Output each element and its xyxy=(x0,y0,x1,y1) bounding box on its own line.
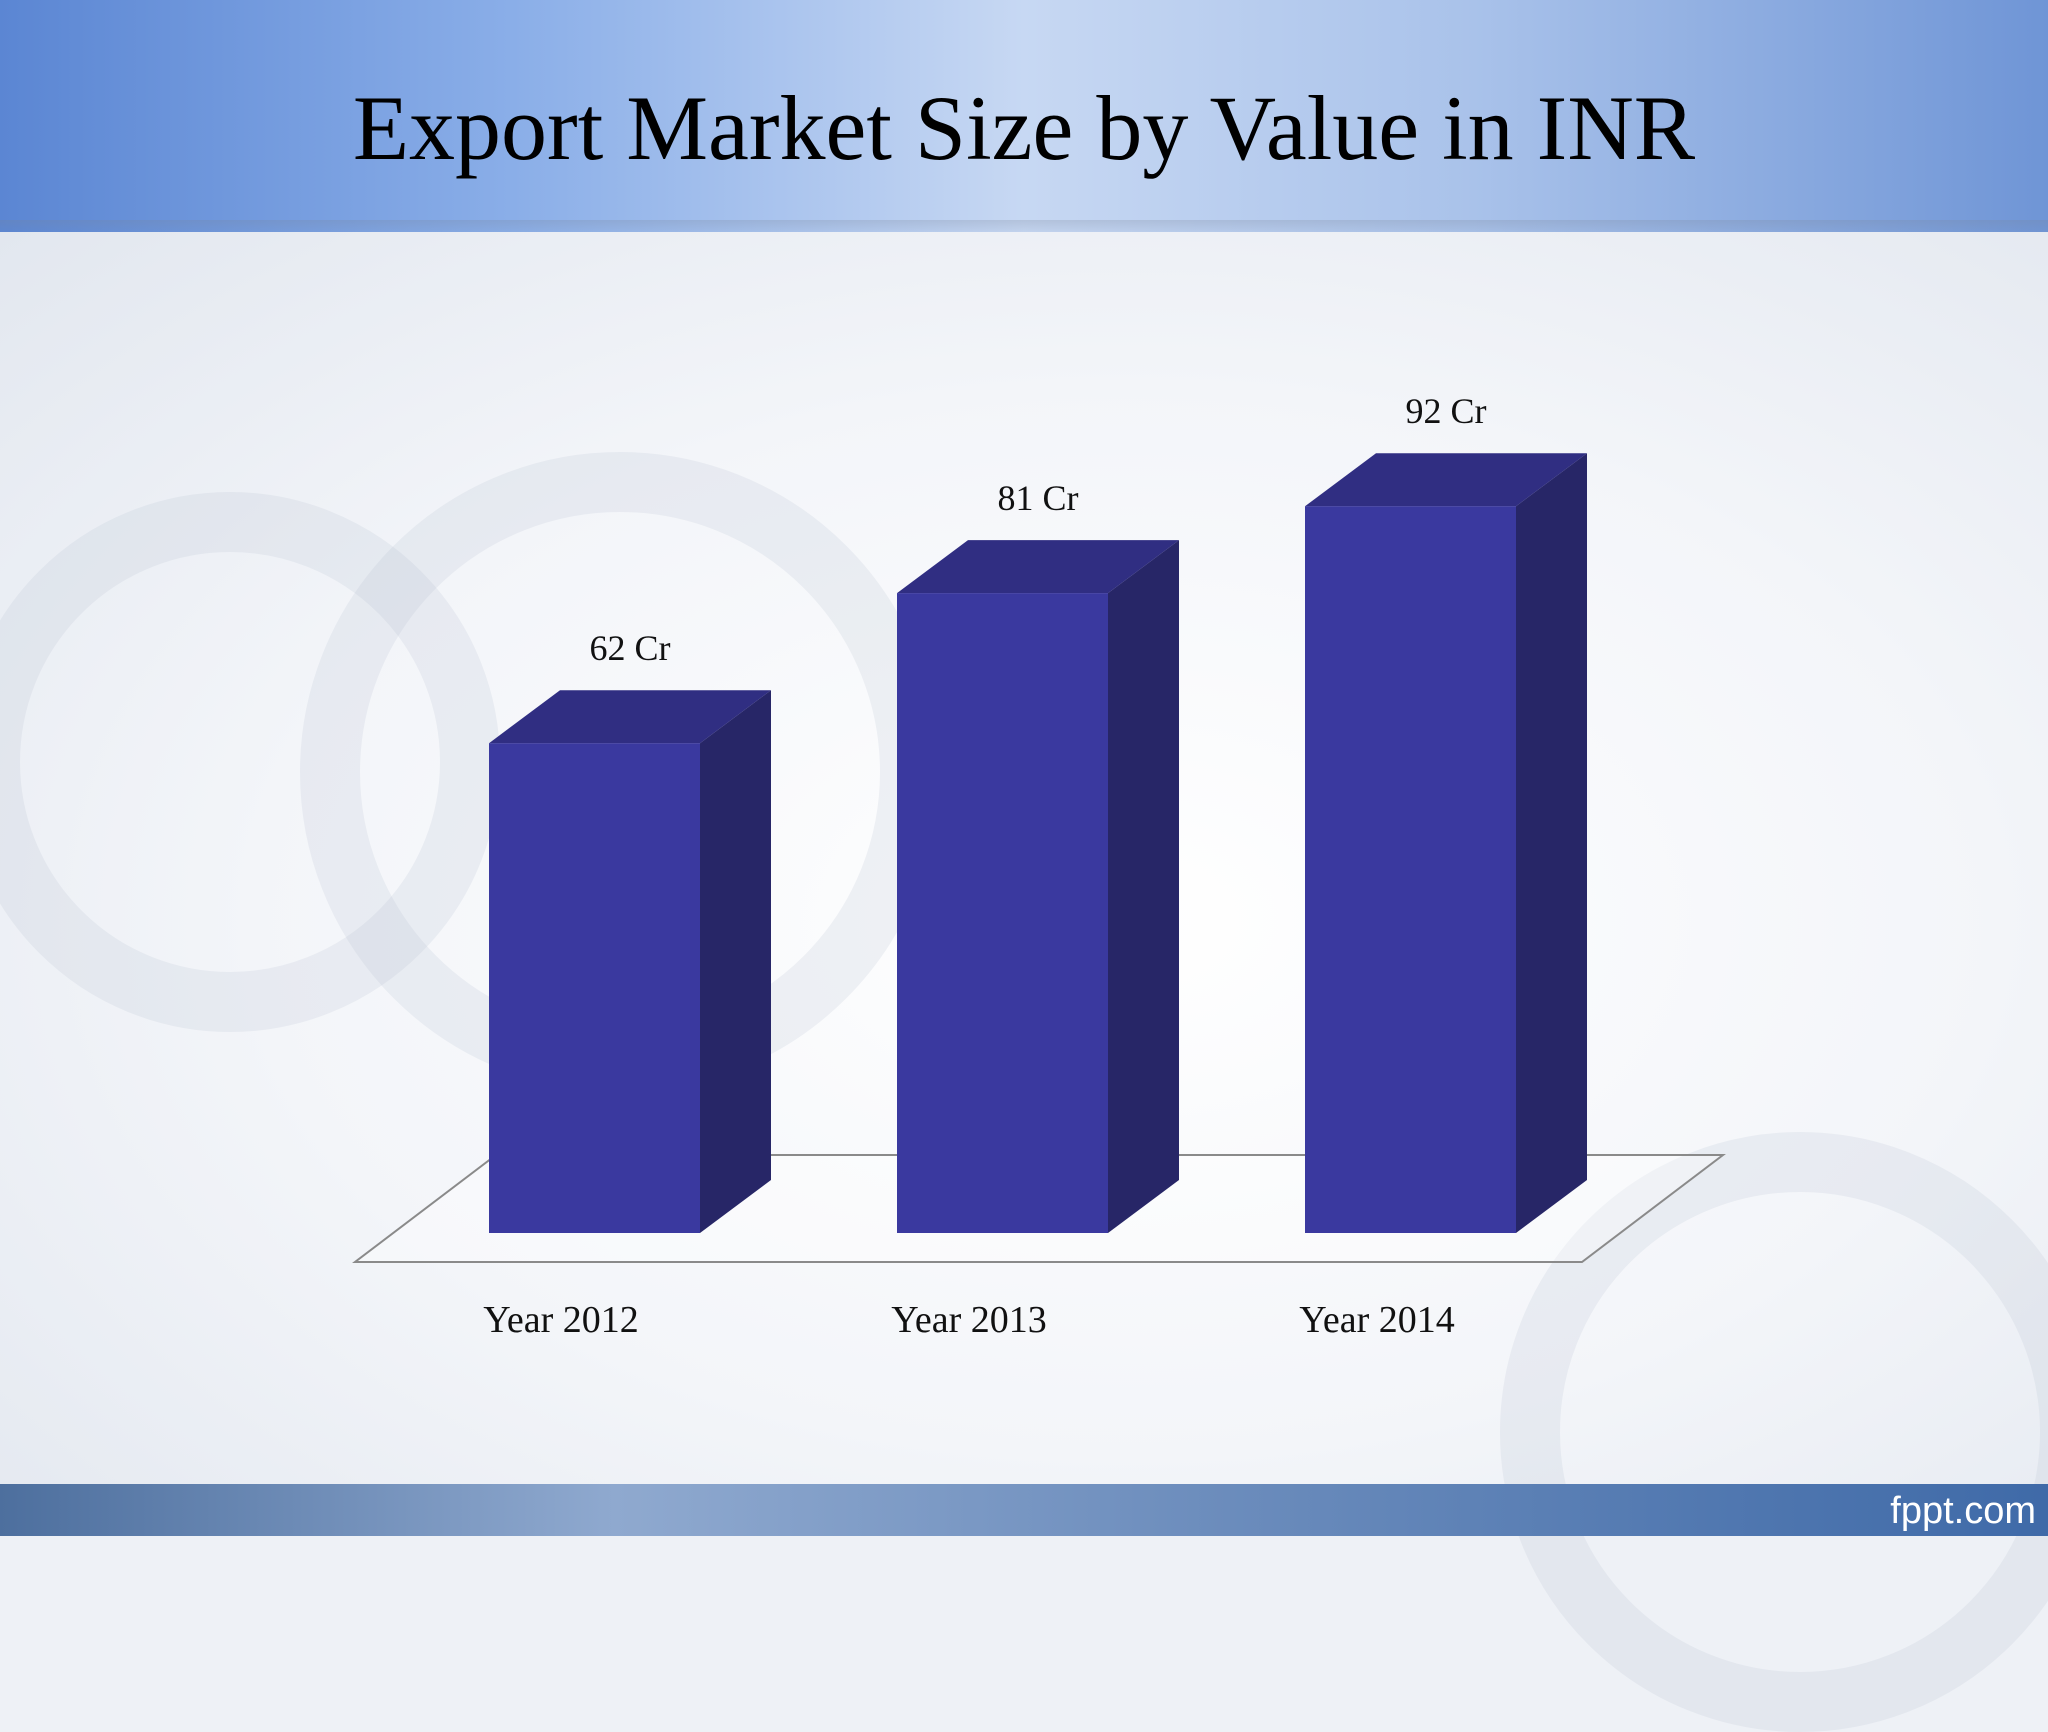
header-band xyxy=(0,0,2048,232)
data-label: 81 Cr xyxy=(998,478,1079,518)
bar-side xyxy=(700,690,771,1233)
bar-chart: 62 Cr Year 2012 81 Cr Year 2013 92 Cr Year 20… xyxy=(352,391,1726,1341)
slide-title: Export Market Size by Value in INR xyxy=(352,77,1696,179)
bar-top xyxy=(897,540,1179,594)
x-tick-label: Year 2014 xyxy=(1299,1299,1455,1341)
bar xyxy=(1305,506,1516,1233)
bar-top xyxy=(489,690,771,744)
bar-side xyxy=(1108,540,1179,1233)
data-label: 62 Cr xyxy=(590,628,671,668)
brand-label: fppt.com xyxy=(1890,1490,2036,1532)
bar xyxy=(489,743,700,1233)
bar-side xyxy=(1516,453,1587,1233)
footer-band xyxy=(0,1484,2048,1536)
data-label: 92 Cr xyxy=(1406,391,1487,431)
x-tick-label: Year 2013 xyxy=(891,1299,1047,1341)
bar-top xyxy=(1305,453,1587,507)
x-tick-label: Year 2012 xyxy=(483,1299,639,1341)
bar xyxy=(897,593,1108,1233)
